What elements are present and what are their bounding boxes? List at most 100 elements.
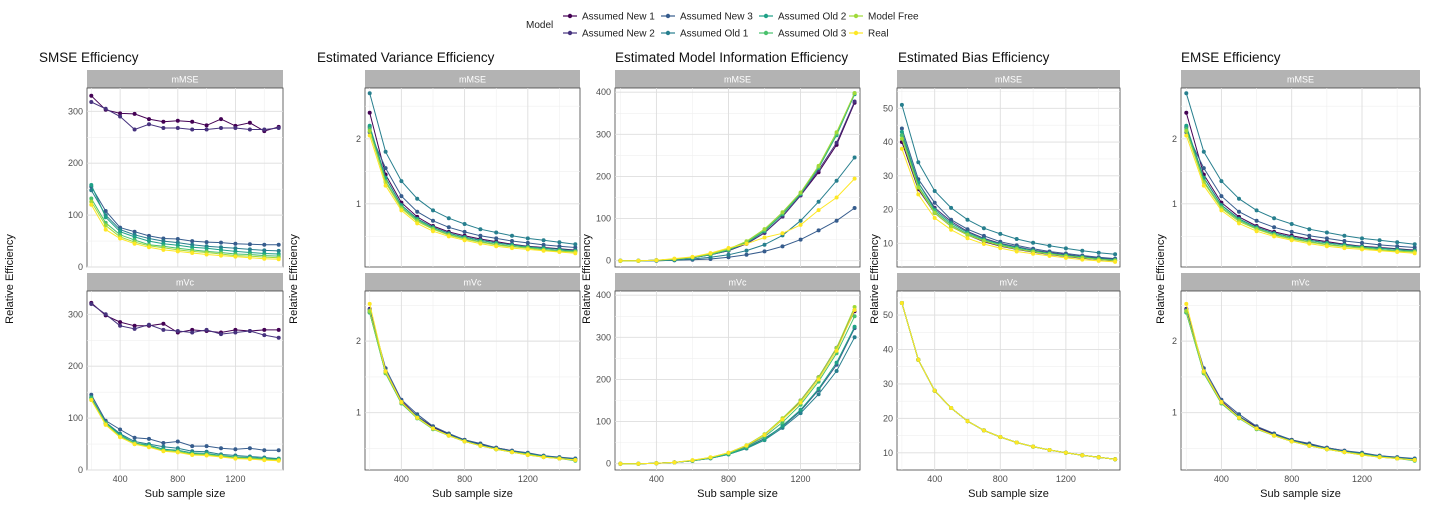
data-point <box>147 436 151 441</box>
legend-label: Assumed New 2 <box>582 29 655 40</box>
series-line <box>1185 132 1415 248</box>
data-point <box>672 256 677 261</box>
x-axis-title: Sub sample size <box>697 488 778 500</box>
data-point <box>525 240 530 245</box>
data-point <box>965 227 970 232</box>
data-point <box>726 450 731 455</box>
data-point <box>949 217 954 222</box>
data-point <box>367 129 372 133</box>
data-point <box>780 210 785 215</box>
data-point <box>1289 439 1294 444</box>
legend-key-point <box>763 30 769 36</box>
series-line <box>90 399 279 462</box>
series-line <box>369 112 576 251</box>
data-point <box>1113 252 1118 257</box>
panel-column: EMSE Efficiency mMSE 1 2 mVc 1 2 400 800 1200 Sub … <box>1155 50 1421 500</box>
data-point <box>204 453 209 458</box>
facet-strip <box>1181 70 1420 88</box>
data-point <box>204 127 209 132</box>
facet: mMSE 0 100 200 300 <box>68 70 284 272</box>
series-line <box>369 93 576 245</box>
legend-item: Model Free <box>849 12 919 23</box>
y-tick-label: 10 <box>883 448 893 458</box>
data-point <box>834 130 839 135</box>
data-point <box>852 206 857 210</box>
x-tick-label: 400 <box>394 474 409 484</box>
data-point <box>118 111 123 116</box>
data-point <box>573 458 578 462</box>
data-point <box>852 176 857 181</box>
x-tick-label: 800 <box>721 474 736 484</box>
plot-area <box>896 87 1121 268</box>
data-point <box>367 91 372 96</box>
y-tick-label: 30 <box>883 171 893 181</box>
data-point <box>1113 259 1118 264</box>
data-point <box>932 388 937 393</box>
data-point <box>276 335 281 340</box>
plot-area <box>86 290 284 471</box>
series-line <box>90 189 279 252</box>
data-point <box>247 120 252 125</box>
data-point <box>1184 91 1189 96</box>
data-point <box>1289 222 1294 226</box>
legend-item: Assumed Old 3 <box>759 29 847 40</box>
data-point <box>103 106 108 111</box>
data-point <box>1289 229 1294 234</box>
data-point <box>1080 453 1085 458</box>
x-tick-label: 800 <box>1284 474 1299 484</box>
y-tick-label: 400 <box>596 290 611 300</box>
data-point <box>1184 133 1189 138</box>
data-point <box>1080 257 1085 262</box>
series-line <box>1185 135 1415 254</box>
data-point <box>916 160 921 165</box>
data-point <box>175 126 180 130</box>
data-point <box>1395 456 1400 461</box>
data-point <box>1047 243 1052 248</box>
data-point <box>89 302 94 306</box>
data-point <box>431 426 435 431</box>
data-point <box>161 321 166 326</box>
facet-strip-label: mVc <box>729 278 748 288</box>
panel-column: SMSE Efficiency mMSE 0 100 200 300 mVc 0 100 200 3… <box>4 50 284 500</box>
data-point <box>367 133 372 138</box>
y-tick-label: 20 <box>883 205 893 215</box>
data-point <box>1395 240 1400 245</box>
data-point <box>1360 453 1364 457</box>
series-line <box>369 309 576 459</box>
data-point <box>219 455 223 459</box>
panel-column: Estimated Model Information Efficiency mM… <box>581 50 861 500</box>
y-tick-label: 0 <box>606 459 611 469</box>
data-point <box>89 188 94 193</box>
data-point <box>1063 255 1068 260</box>
data-point <box>219 446 223 451</box>
data-point <box>510 246 514 251</box>
data-point <box>899 129 904 134</box>
y-tick-label: 1 <box>1172 199 1177 209</box>
x-axis-title: Sub sample size <box>145 488 226 500</box>
y-tick-label: 400 <box>596 87 611 97</box>
y-tick-label: 100 <box>68 210 83 220</box>
legend: Model Assumed New 1 Assumed New 2 Assumed N… <box>526 12 919 40</box>
data-point <box>1272 216 1277 221</box>
data-point <box>1412 458 1417 462</box>
data-point <box>932 211 937 215</box>
data-point <box>1289 238 1294 243</box>
x-axis-title: Sub sample size <box>432 488 513 500</box>
panel-column: Estimated Bias EfficiencymMSE1020304050m… <box>869 50 1121 500</box>
data-point <box>510 450 514 455</box>
data-point <box>1395 250 1400 254</box>
data-point <box>478 233 483 238</box>
data-point <box>190 127 195 132</box>
x-tick-label: 800 <box>993 474 1008 484</box>
legend-item: Assumed New 3 <box>661 12 753 23</box>
data-point <box>132 435 137 440</box>
series-line <box>901 128 1116 260</box>
data-point <box>852 335 857 340</box>
data-point <box>233 254 238 259</box>
legend-key-point <box>665 13 671 19</box>
data-point <box>219 240 223 245</box>
x-tick-label: 1200 <box>1056 474 1076 484</box>
data-point <box>525 247 530 252</box>
series-group <box>367 91 578 256</box>
data-point <box>744 241 749 246</box>
